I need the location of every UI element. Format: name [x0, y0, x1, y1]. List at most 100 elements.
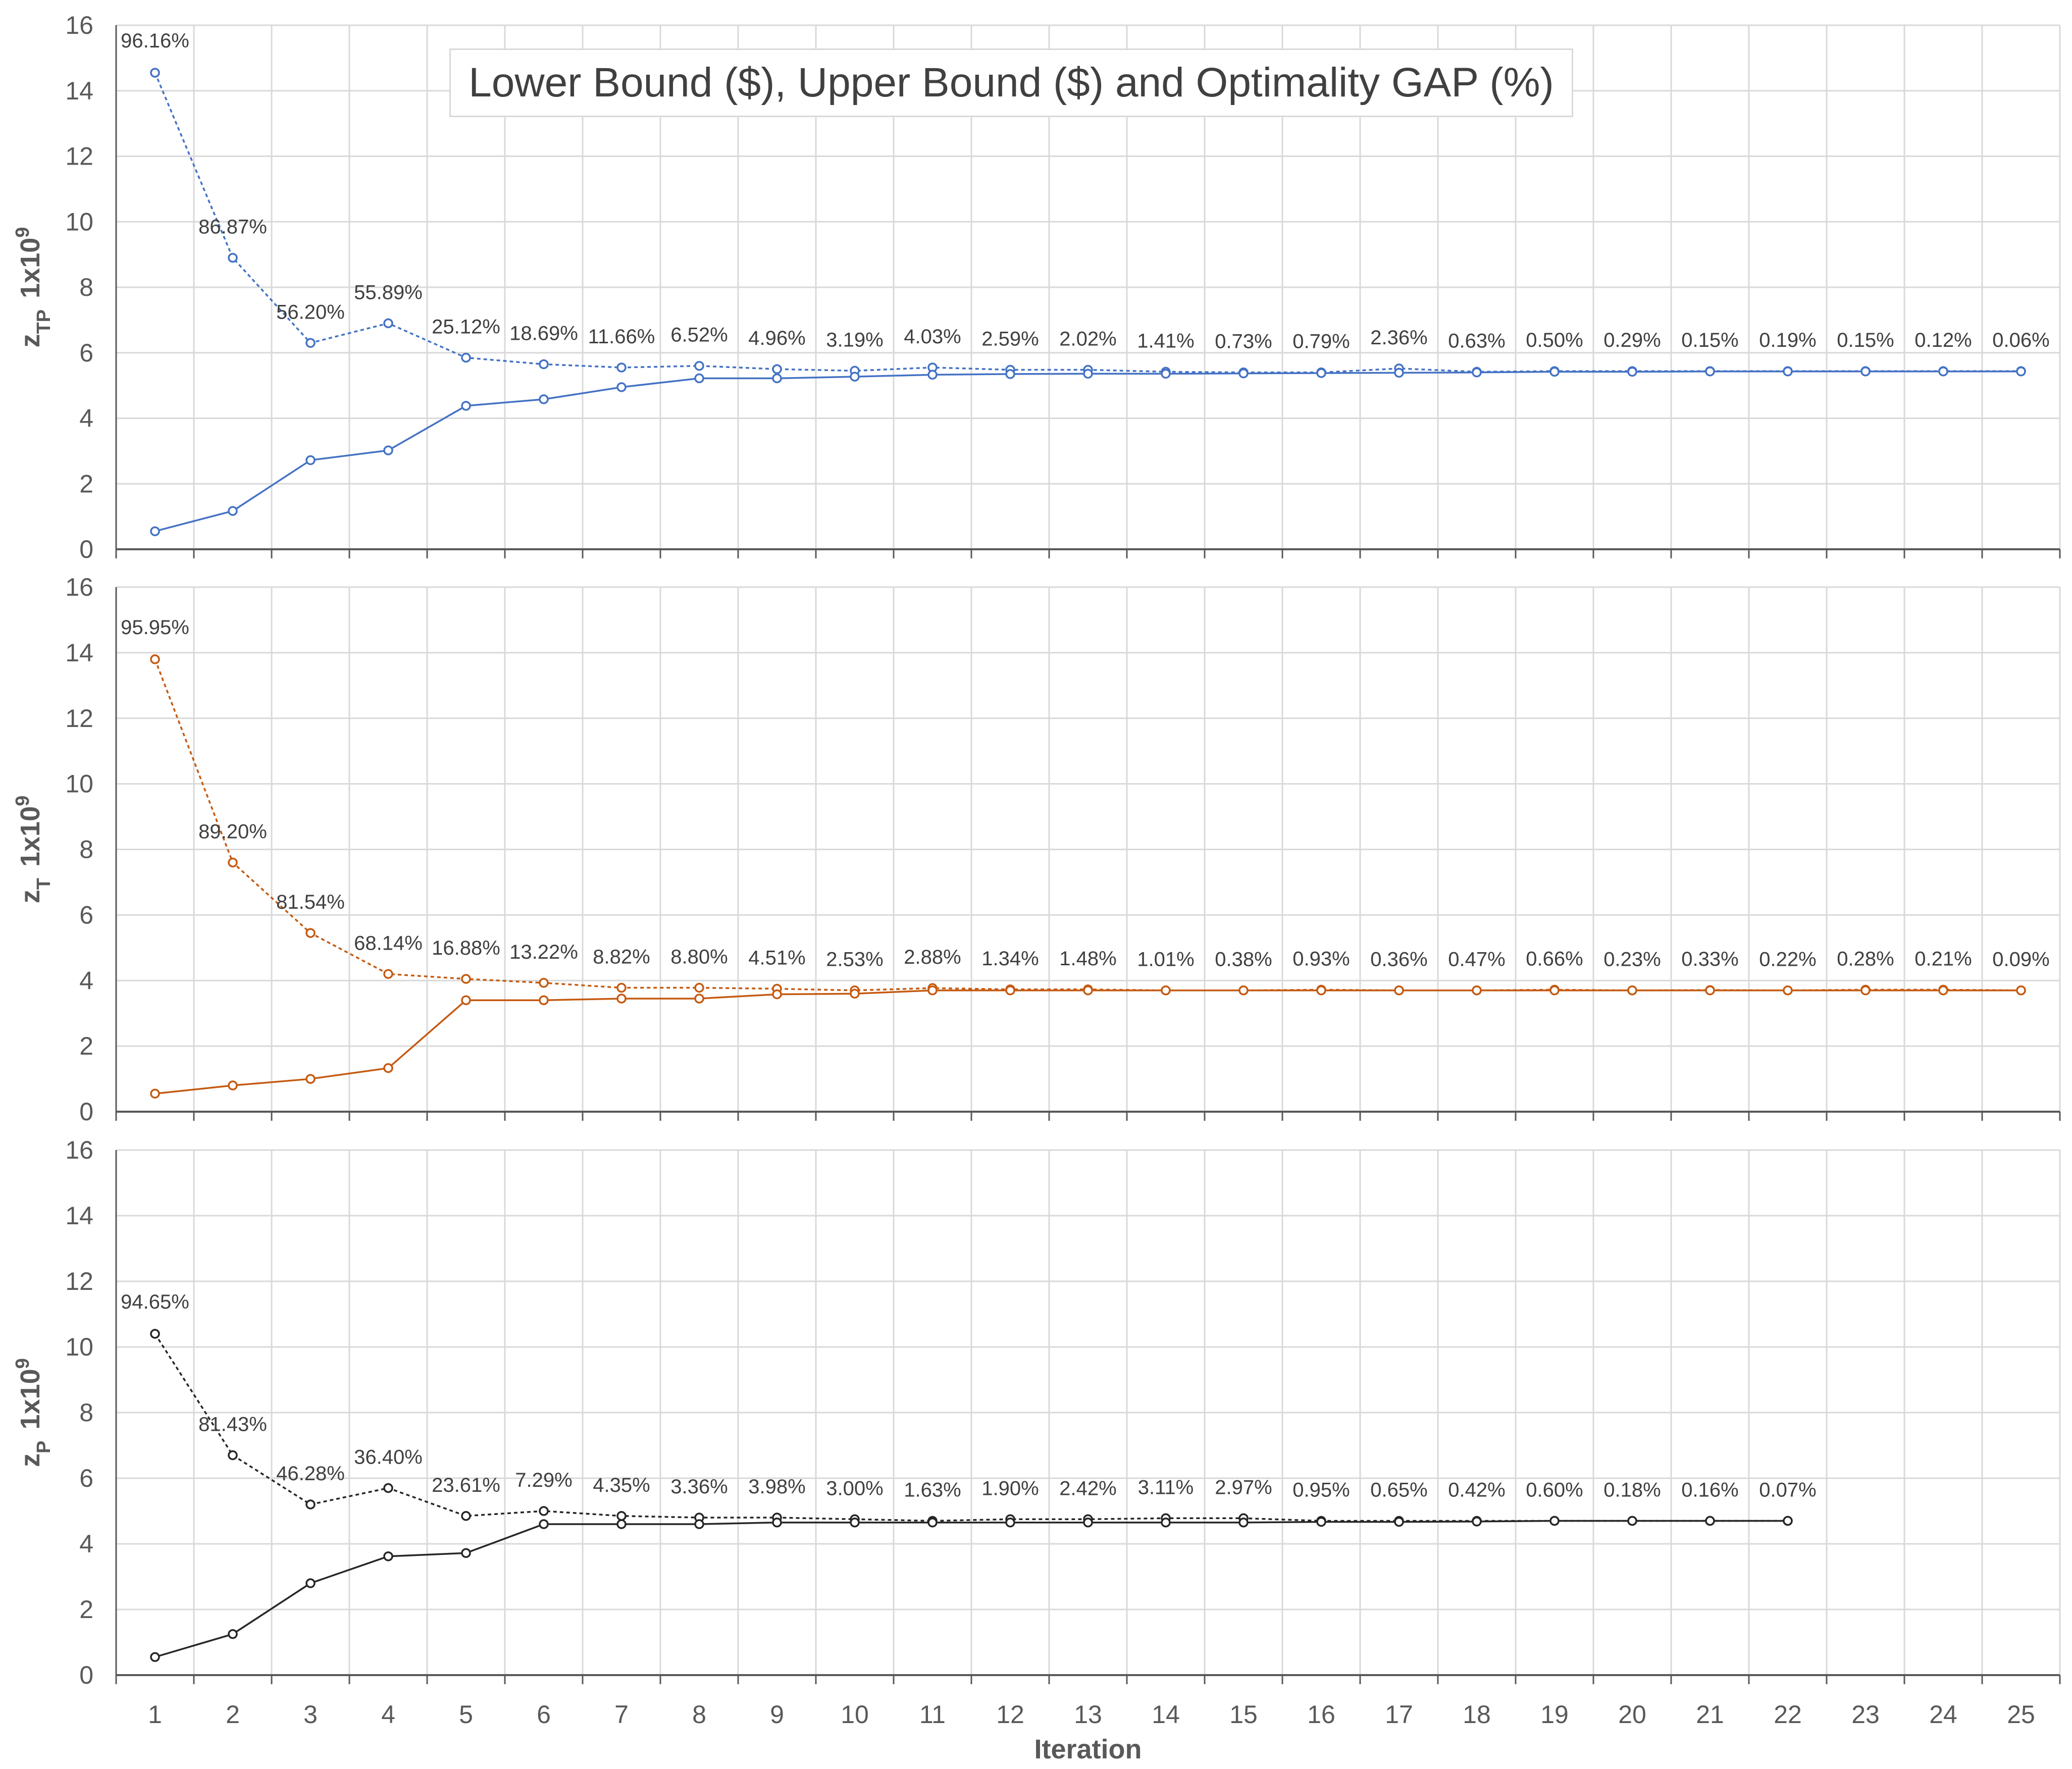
gap-label: 23.61%	[432, 1474, 500, 1496]
upper-bound-point	[461, 974, 471, 984]
lower-bound-point	[1238, 985, 1249, 996]
x-tick-label: 3	[303, 1700, 318, 1729]
x-tick-label: 6	[537, 1700, 551, 1729]
gap-label: 2.59%	[981, 328, 1039, 350]
gap-label: 16.88%	[432, 937, 500, 959]
x-tick-label: 20	[1618, 1700, 1646, 1729]
gap-label: 18.69%	[509, 322, 578, 344]
gap-label: 4.35%	[593, 1474, 650, 1496]
gap-label: 0.66%	[1526, 948, 1583, 970]
y-tick-label: 8	[79, 273, 93, 301]
gap-label: 68.14%	[354, 932, 423, 954]
gap-label: 94.65%	[121, 1291, 189, 1313]
y-tick-label: 4	[79, 404, 93, 433]
gap-label: 0.21%	[1914, 948, 1972, 970]
lower-bound-point	[1472, 367, 1482, 378]
lower-bound-point	[1083, 985, 1093, 996]
lower-bound-point	[616, 994, 627, 1004]
y-tick-label: 6	[79, 901, 93, 929]
lower-bound-point	[228, 506, 238, 516]
lower-bound-point	[927, 1518, 938, 1528]
lower-bound-point	[694, 1519, 704, 1529]
x-tick-label: 12	[996, 1700, 1024, 1729]
gap-label: 2.36%	[1370, 327, 1427, 349]
gap-label: 0.93%	[1292, 948, 1350, 970]
lower-bound-point	[150, 526, 160, 537]
lower-bound-point	[1394, 985, 1404, 996]
y-tick-label: 2	[79, 1032, 93, 1060]
lower-bound-point	[539, 1519, 549, 1529]
gap-label: 8.82%	[593, 946, 650, 968]
upper-bound-point	[383, 318, 393, 329]
lower-bound-point	[1005, 985, 1015, 996]
lower-bound-point	[305, 455, 316, 465]
y-tick-label: 14	[65, 77, 93, 105]
lower-bound-point	[1394, 368, 1404, 378]
gap-label: 0.09%	[1992, 949, 2049, 971]
lower-bound-point	[1705, 366, 1715, 377]
gap-label: 0.63%	[1448, 330, 1505, 352]
y-axis-title: zTP1x109	[12, 227, 55, 348]
lower-bound-point	[616, 1519, 627, 1529]
upper-bound-point	[616, 362, 627, 373]
lower-bound-point	[1549, 1516, 1560, 1526]
gap-label: 1.90%	[981, 1477, 1039, 1499]
x-tick-label: 4	[381, 1700, 395, 1729]
lower-bound-point	[1705, 985, 1715, 996]
gap-label: 11.66%	[588, 326, 655, 348]
y-tick-label: 14	[65, 639, 93, 667]
gap-label: 1.01%	[1137, 949, 1194, 971]
x-tick-label: 23	[1851, 1700, 1880, 1729]
y-tick-label: 4	[79, 1530, 93, 1558]
lower-bound-point	[927, 985, 938, 996]
lower-bound-point	[694, 373, 704, 384]
lower-bound-point	[850, 372, 860, 382]
upper-bound-point	[539, 359, 549, 370]
lower-bound-point	[1705, 1516, 1715, 1526]
x-tick-label: 17	[1385, 1700, 1413, 1729]
gap-label: 81.54%	[276, 891, 345, 913]
x-tick-label: 7	[614, 1700, 629, 1729]
gap-label: 2.53%	[826, 949, 883, 971]
lower-bound-point	[772, 989, 782, 1000]
lower-bound-point	[1238, 1518, 1249, 1528]
upper-bound-point	[305, 1499, 316, 1510]
lower-bound-point	[850, 988, 860, 999]
gap-label: 2.88%	[904, 946, 961, 968]
y-tick-label: 16	[65, 11, 93, 39]
gap-label: 1.48%	[1059, 948, 1116, 970]
y-tick-label: 0	[79, 535, 93, 563]
gap-label: 0.95%	[1292, 1479, 1350, 1501]
x-tick-label: 24	[1929, 1700, 1957, 1729]
gap-label: 3.00%	[826, 1477, 883, 1499]
y-tick-label: 16	[65, 573, 93, 601]
gap-label: 0.06%	[1992, 329, 2049, 351]
upper-bound-point	[694, 982, 704, 993]
lower-bound-point	[694, 994, 704, 1004]
y-tick-label: 0	[79, 1098, 93, 1126]
gap-label: 0.22%	[1759, 949, 1816, 971]
gap-label: 0.36%	[1370, 949, 1427, 971]
x-tick-label: 5	[459, 1700, 473, 1729]
gap-label: 0.15%	[1681, 329, 1738, 351]
lower-bound-point	[1238, 368, 1249, 379]
gap-label: 4.51%	[748, 947, 805, 969]
gap-label: 0.38%	[1215, 949, 1272, 971]
x-tick-label: 25	[2007, 1700, 2035, 1729]
lower-bound-point	[461, 995, 471, 1005]
gap-label: 3.19%	[826, 329, 883, 351]
lower-bound-point	[228, 1080, 238, 1090]
gap-label: 0.07%	[1759, 1479, 1816, 1501]
y-tick-label: 6	[79, 339, 93, 367]
gap-label: 2.97%	[1215, 1476, 1272, 1498]
gap-label: 0.28%	[1837, 948, 1894, 970]
y-tick-label: 4	[79, 966, 93, 995]
lower-bound-point	[383, 445, 393, 455]
gap-label: 4.03%	[904, 326, 961, 348]
upper-bound-point	[150, 654, 160, 664]
lower-bound-line	[154, 370, 2021, 533]
lower-bound-point	[1316, 985, 1326, 996]
lower-bound-point	[305, 1578, 316, 1588]
